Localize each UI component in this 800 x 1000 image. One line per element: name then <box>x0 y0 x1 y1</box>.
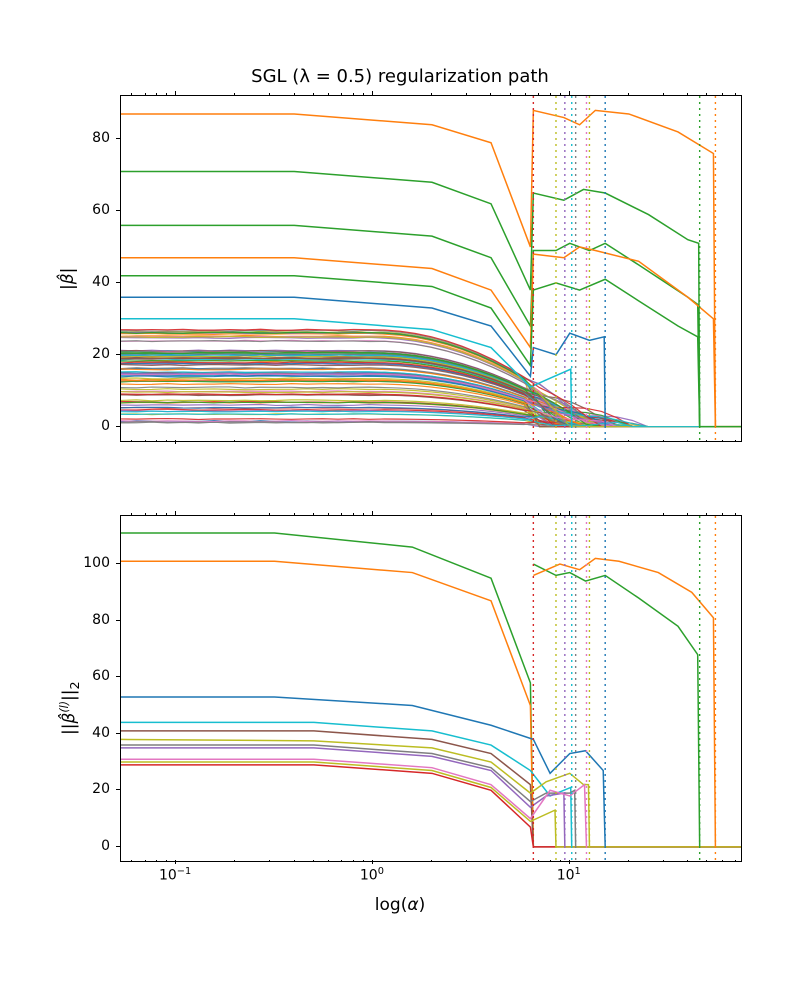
subplot-top <box>120 95 742 442</box>
ytick-label: 80 <box>0 612 110 628</box>
subplot-bottom <box>120 515 742 862</box>
ytick-label: 0 <box>0 418 110 434</box>
ytick-label: 20 <box>0 346 110 362</box>
xlabel: log(α) <box>0 895 800 915</box>
ytick-label: 20 <box>0 781 110 797</box>
chart-title: SGL (λ = 0.5) regularization path <box>0 66 800 87</box>
ytick-label: 60 <box>0 668 110 684</box>
subplot-bottom-canvas <box>121 516 741 861</box>
ytick-label: 80 <box>0 130 110 146</box>
subplot-top-canvas <box>121 96 741 441</box>
title-text: SGL (λ = 0.5) regularization path <box>251 66 549 87</box>
figure: SGL (λ = 0.5) regularization path |β̂| 0… <box>0 0 800 1000</box>
ytick-label: 40 <box>0 725 110 741</box>
ytick-label: 40 <box>0 274 110 290</box>
ytick-label: 100 <box>0 555 110 571</box>
ytick-label: 60 <box>0 202 110 218</box>
xtick-label: 100 <box>360 866 384 884</box>
xtick-label: 101 <box>557 866 581 884</box>
xtick-label: 10−1 <box>159 866 191 884</box>
ytick-label: 0 <box>0 838 110 854</box>
